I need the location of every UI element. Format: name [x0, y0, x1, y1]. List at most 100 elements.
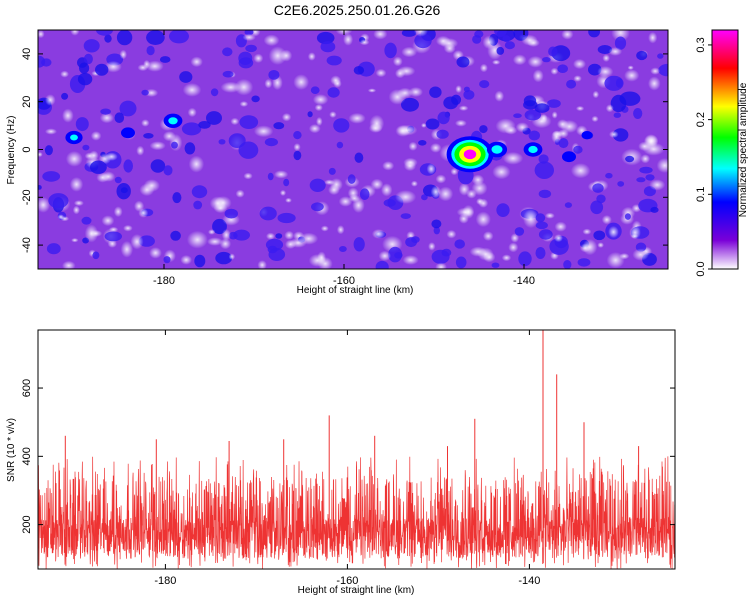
- spectrogram-blob: [182, 83, 202, 97]
- spectrogram-blob: [534, 103, 550, 113]
- spectrogram-blob: [397, 66, 416, 77]
- spectrogram-blob: [524, 109, 541, 121]
- spectrogram-blob: [316, 116, 323, 127]
- spectrogram-blob: [92, 251, 100, 260]
- spectrogram-blob: [550, 67, 559, 75]
- spectrogram-blob: [320, 225, 329, 232]
- spectrogram-blob: [478, 198, 489, 208]
- spectrogram-blob: [547, 99, 561, 108]
- spectrogram-blob: [403, 157, 418, 168]
- spectrogram-blob: [180, 255, 192, 265]
- spectrogram-blob: [149, 141, 166, 151]
- spectrogram-blob: [456, 207, 475, 217]
- spectrogram-blob: [644, 134, 659, 147]
- spectrogram-blob: [602, 54, 610, 62]
- spectrogram-blob: [338, 196, 353, 207]
- spectrogram-blob: [396, 124, 418, 136]
- spectrogram-blob: [208, 229, 216, 235]
- spectrogram-blob: [230, 117, 240, 126]
- spectrogram-blob: [285, 239, 296, 249]
- spectrogram-blob: [614, 36, 627, 50]
- spectrogram-blob: [238, 141, 259, 159]
- spectrogram-blob: [639, 166, 653, 174]
- spectrogram-blob: [320, 41, 336, 53]
- spectrogram-blob: [138, 208, 149, 218]
- spectrogram-blob: [62, 260, 76, 269]
- spectrogram-blob: [435, 35, 451, 47]
- spectrogram-blob: [381, 183, 393, 197]
- spectrogram-blob: [69, 177, 84, 192]
- spectrogram-blob: [455, 119, 467, 127]
- spectrogram-blob: [561, 30, 574, 40]
- spectrogram-blob: [436, 129, 449, 139]
- spectrogram-blob: [193, 200, 203, 210]
- spectrogram-blob: [184, 142, 196, 155]
- spectrogram-blob: [455, 85, 462, 94]
- spectrogram-blob: [73, 200, 84, 207]
- spectrogram-blob: [556, 119, 569, 130]
- spectrogram-blob: [279, 189, 287, 196]
- spectrogram-blob: [597, 45, 613, 54]
- spectrogram-blob: [435, 174, 447, 184]
- spectrogram-blob: [207, 237, 223, 246]
- spectrogram-blob: [450, 167, 459, 176]
- spectrogram-blob: [268, 46, 287, 65]
- spectrogram-x-ticks: -180 -160 -140: [153, 30, 535, 287]
- spectrogram-blob: [532, 69, 544, 83]
- spectrogram-blob: [367, 88, 377, 93]
- spectrogram-blob: [114, 112, 125, 123]
- spectrogram-blob: [83, 39, 100, 53]
- spectrogram-blob: [392, 56, 403, 67]
- y-tick-label: 600: [21, 379, 33, 397]
- x-tick-label: -180: [153, 275, 175, 287]
- spectrogram-blob: [245, 44, 257, 53]
- spectrogram-blob: [336, 225, 345, 235]
- spectrogram-blob: [579, 243, 591, 253]
- spectrogram-blob: [191, 185, 208, 199]
- spectrogram-blob: [593, 230, 606, 241]
- spectrogram-blob: [359, 188, 370, 200]
- spectrogram-blob: [591, 115, 599, 123]
- snr-peaks: [64, 330, 640, 539]
- spectrogram-blob: [479, 80, 490, 89]
- spectrogram-blob: [251, 95, 260, 103]
- spectrogram-blob: [557, 64, 568, 73]
- spectrogram-blob: [220, 81, 241, 93]
- spectrogram-blob: [194, 254, 206, 268]
- spectrogram-blob: [46, 243, 61, 255]
- spectrogram-blob: [624, 69, 640, 82]
- spectrogram-blob: [649, 179, 666, 191]
- spectrogram-blob: [421, 194, 428, 201]
- spectrogram-blob: [149, 247, 162, 259]
- spectrogram-blob: [608, 225, 619, 239]
- spectrogram-blob: [119, 49, 128, 60]
- spectrogram-blob: [308, 124, 321, 134]
- x-tick-label: -160: [336, 575, 358, 587]
- spectrogram-blob: [456, 56, 470, 68]
- spectrogram-blob: [433, 226, 440, 235]
- spectrogram-blob: [347, 174, 356, 184]
- spectrogram-blob: [136, 145, 145, 156]
- spectrogram-hotspot: [466, 151, 474, 158]
- spectrogram-blob: [146, 45, 155, 56]
- spectrogram-blob: [143, 133, 154, 139]
- spectrogram-blob: [130, 234, 144, 250]
- spectrogram-blob: [437, 111, 450, 125]
- spectrogram-blob: [395, 190, 417, 204]
- spectrogram-blob: [273, 122, 285, 130]
- spectrogram-blob: [538, 154, 549, 164]
- spectrogram-blob: [100, 108, 111, 115]
- spectrogram-blob: [79, 62, 90, 74]
- spectrogram-blob: [446, 229, 457, 239]
- spectrogram-blob: [60, 70, 69, 78]
- spectrogram-blob: [394, 252, 403, 259]
- snr-x-label: Height of straight line (km): [298, 585, 415, 596]
- spectrogram-blob: [82, 144, 90, 151]
- spectrogram-blob: [159, 56, 171, 63]
- spectrogram-blob: [431, 219, 442, 229]
- spectrogram-blob: [181, 122, 202, 136]
- spectrogram-blob: [38, 185, 42, 190]
- spectrogram-blob: [540, 113, 548, 123]
- y-tick-label: 200: [21, 515, 33, 533]
